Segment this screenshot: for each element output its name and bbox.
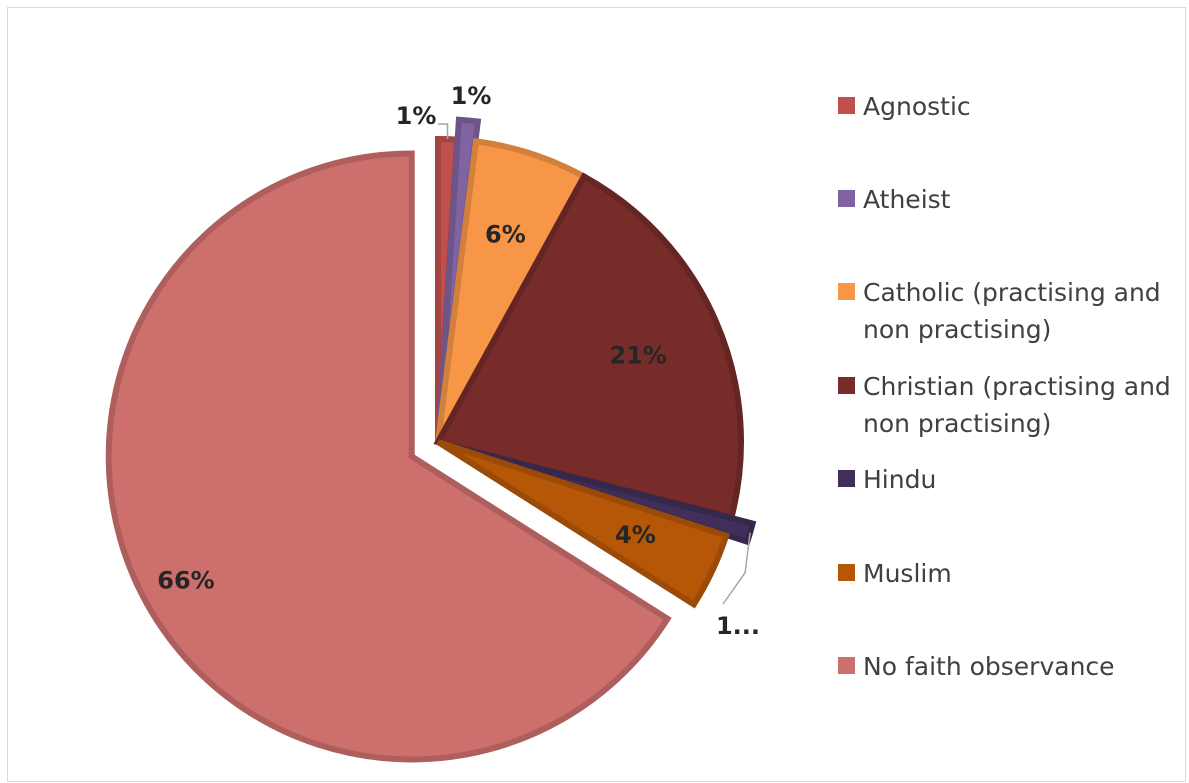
legend-swatch: [838, 283, 855, 300]
legend-label: Atheist: [863, 181, 1183, 218]
legend-item[interactable]: Agnostic: [838, 88, 1183, 125]
legend-label: Hindu: [863, 461, 1183, 498]
legend-swatch: [838, 470, 855, 487]
data-label: 1%: [396, 102, 437, 130]
legend-swatch: [838, 564, 855, 581]
legend-swatch: [838, 657, 855, 674]
data-label: 21%: [609, 341, 666, 369]
legend-swatch: [838, 97, 855, 114]
data-label: 66%: [157, 567, 214, 595]
data-label: 6%: [485, 221, 526, 249]
legend-item[interactable]: Atheist: [838, 181, 1183, 218]
legend-item[interactable]: Christian (practising and non practising…: [838, 368, 1183, 442]
legend-item[interactable]: Hindu: [838, 461, 1183, 498]
legend-item[interactable]: No faith observance: [838, 648, 1183, 685]
legend-label: Muslim: [863, 555, 1183, 592]
data-label: 4%: [615, 521, 656, 549]
legend-swatch: [838, 190, 855, 207]
legend-swatch: [838, 377, 855, 394]
legend-label: Christian (practising and non practising…: [863, 368, 1183, 442]
data-label: 1...: [716, 612, 760, 640]
data-label: 1%: [451, 82, 492, 110]
legend-label: Agnostic: [863, 88, 1183, 125]
legend-label: Catholic (practising and non practising): [863, 274, 1183, 348]
legend-item[interactable]: Muslim: [838, 555, 1183, 592]
legend-label: No faith observance: [863, 648, 1183, 685]
legend-item[interactable]: Catholic (practising and non practising): [838, 274, 1183, 348]
chart-area: 1% 1% 6% 21% 1... 4% 66% Agnostic Atheist Cathol…: [7, 7, 1186, 782]
